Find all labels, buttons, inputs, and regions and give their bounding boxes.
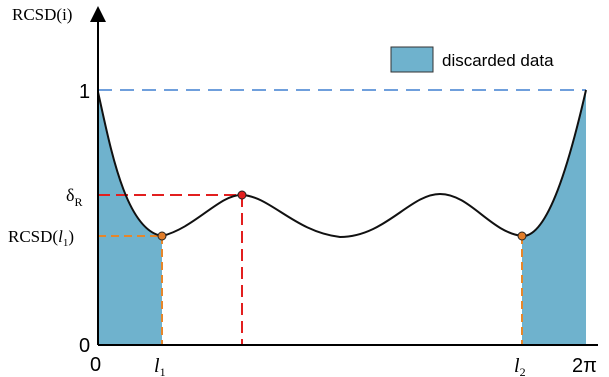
delta-symbol: δ — [66, 185, 74, 205]
rcsd-l1-prefix: RCSD( — [8, 227, 58, 246]
x-tick-two-pi: 2π — [572, 355, 597, 377]
l1-minimum-marker — [157, 231, 167, 241]
y-tick-one: 1 — [79, 81, 90, 103]
l1-sub: 1 — [160, 365, 166, 377]
y-axis-title: RCSD(i) — [12, 5, 72, 24]
discarded-region-left — [98, 92, 162, 345]
legend: discarded data — [390, 46, 554, 73]
y-tick-rcsd-l1: RCSD(l1) — [8, 227, 74, 249]
legend-label: discarded data — [442, 51, 554, 70]
x-tick-zero: 0 — [90, 354, 101, 376]
rcsd-curve — [97, 89, 587, 239]
l1-var: l — [154, 355, 160, 377]
rcsd-l1-var: l — [58, 227, 63, 246]
x-tick-l2: l2 — [514, 355, 526, 377]
delta-subscript: R — [74, 195, 82, 209]
x-tick-l1: l1 — [154, 355, 166, 377]
l2-var: l — [514, 355, 520, 377]
l2-sub: 2 — [520, 365, 526, 377]
rcsd-l1-suffix: ) — [68, 227, 74, 246]
y-tick-delta-r: δR — [66, 185, 83, 209]
delta-r-peak-marker — [237, 190, 247, 200]
y-tick-zero: 0 — [79, 335, 90, 357]
legend-swatch — [390, 46, 434, 73]
l2-minimum-marker — [517, 231, 527, 241]
rcsd-l1-sub: 1 — [63, 237, 69, 249]
